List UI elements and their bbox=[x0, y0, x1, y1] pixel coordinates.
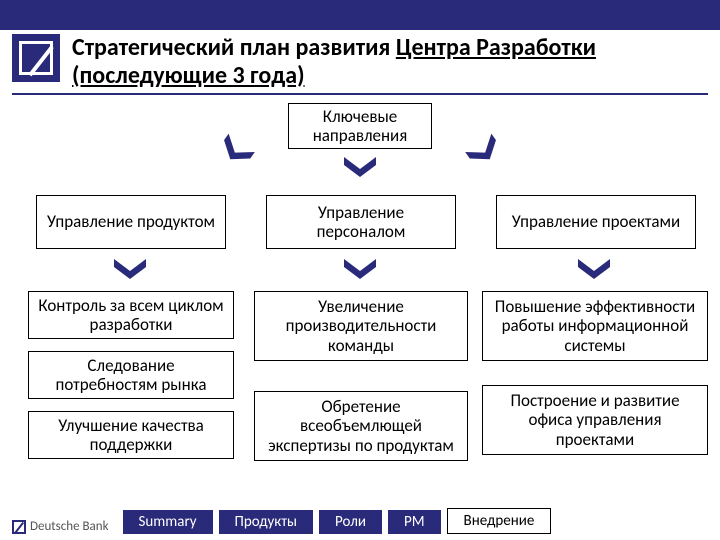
col2-header-box: Управление персоналом bbox=[266, 195, 456, 249]
tab-roles[interactable]: Роли bbox=[319, 510, 382, 534]
chevron-down-icon bbox=[214, 131, 257, 171]
col1-header: Управление продуктом bbox=[47, 212, 215, 232]
col1-item-1: Следование потребностям рынка bbox=[37, 356, 225, 395]
col1-item-box: Следование потребностям рынка bbox=[28, 351, 234, 399]
col1-item-box: Контроль за всем циклом разработки bbox=[28, 291, 234, 339]
tab-implementation[interactable]: Внедрение bbox=[447, 508, 552, 534]
col3-item-box: Повышение эффективности работы информаци… bbox=[482, 291, 708, 361]
col1-item-box: Улучшение качества поддержки bbox=[28, 411, 234, 459]
col3-item-box: Построение и развитие офиса управления п… bbox=[482, 385, 708, 455]
col1-item-0: Контроль за всем циклом разработки bbox=[37, 296, 225, 335]
chevron-down-icon bbox=[112, 257, 148, 281]
title-text-plain: Стратегический план развития bbox=[72, 33, 390, 62]
key-directions-box: Ключевые направления bbox=[288, 103, 432, 149]
col3-item-1: Построение и развитие офиса управления п… bbox=[491, 391, 699, 450]
col3-header-box: Управление проектами bbox=[496, 195, 696, 249]
col2-item-box: Обретение всеобъемлющей экспертизы по пр… bbox=[254, 391, 468, 461]
col2-header: Управление персоналом bbox=[275, 203, 447, 242]
chevron-down-icon bbox=[342, 155, 378, 179]
top-bar bbox=[0, 0, 720, 30]
chevron-down-icon bbox=[342, 257, 378, 281]
tab-summary[interactable]: Summary bbox=[123, 510, 213, 534]
key-directions-label: Ключевые направления bbox=[297, 107, 423, 146]
chevron-down-icon bbox=[576, 257, 612, 281]
col1-header-box: Управление продуктом bbox=[36, 195, 226, 249]
tab-pm[interactable]: PM bbox=[388, 510, 441, 534]
col2-item-0: Увеличение производительности команды bbox=[263, 297, 459, 356]
slide-title: Стратегический план развития Центра Разр… bbox=[72, 34, 708, 89]
db-logo-icon bbox=[12, 34, 60, 82]
col1-item-2: Улучшение качества поддержки bbox=[37, 416, 225, 455]
diagram-canvas: Ключевые направления Управление продукто… bbox=[0, 95, 720, 525]
chevron-down-icon bbox=[462, 131, 505, 171]
tab-bar: Deutsche Bank Summary Продукты Роли PM В… bbox=[12, 508, 708, 534]
col3-header: Управление проектами bbox=[512, 212, 681, 232]
db-logo-icon bbox=[12, 520, 26, 534]
col3-item-0: Повышение эффективности работы информаци… bbox=[491, 297, 699, 356]
tab-products[interactable]: Продукты bbox=[219, 510, 314, 534]
col2-item-1: Обретение всеобъемлющей экспертизы по пр… bbox=[263, 397, 459, 456]
brand: Deutsche Bank bbox=[12, 519, 109, 534]
slide-header: Стратегический план развития Центра Разр… bbox=[0, 30, 720, 89]
col2-item-box: Увеличение производительности команды bbox=[254, 291, 468, 361]
brand-text: Deutsche Bank bbox=[30, 519, 109, 534]
